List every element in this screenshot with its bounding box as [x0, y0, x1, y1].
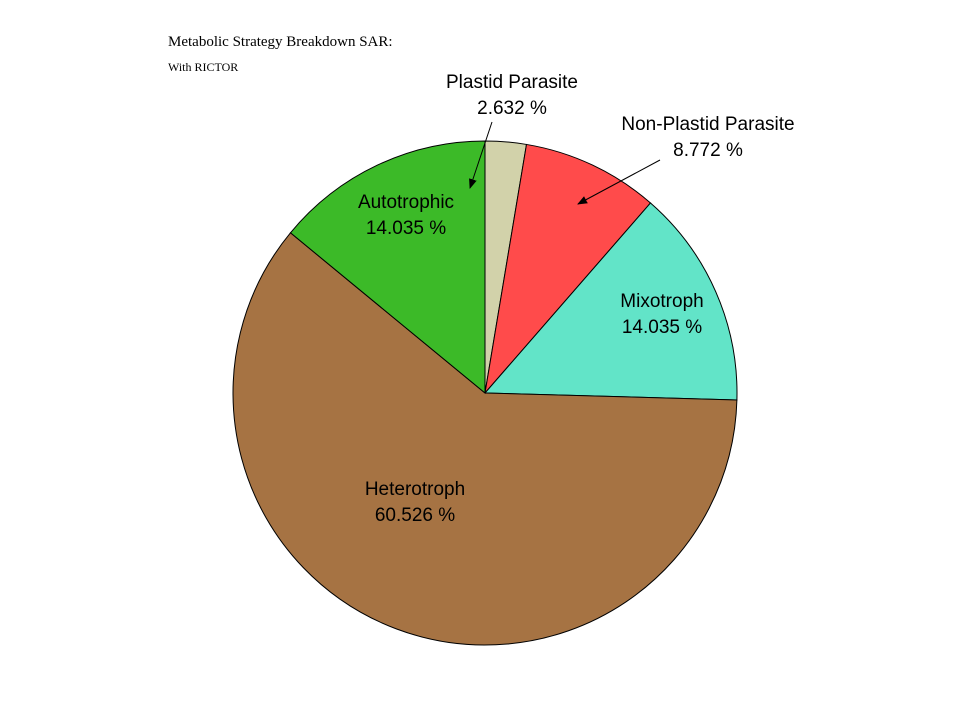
slice-label: Heterotroph	[365, 479, 465, 500]
slice-label: Non-Plastid Parasite	[621, 114, 794, 135]
slice-value-label: 8.772 %	[673, 140, 743, 161]
chart-subtitle: With RICTOR	[168, 60, 239, 74]
slice-value-label: 60.526 %	[375, 505, 455, 526]
slice-label: Mixotroph	[620, 291, 703, 312]
slice-label: Plastid Parasite	[446, 72, 578, 93]
slice-value-label: 2.632 %	[477, 98, 547, 119]
leader-arrow	[577, 159, 661, 205]
leader-arrow	[469, 121, 493, 189]
pie-slice-mixotroph	[483, 202, 738, 401]
chart-title: Metabolic Strategy Breakdown SAR:	[168, 34, 393, 50]
pie-slice-autotrophic	[289, 140, 486, 395]
slice-value-label: 14.035 %	[622, 317, 702, 338]
slice-value-label: 14.035 %	[366, 218, 446, 239]
pie-slice-non-plastid-parasite	[484, 143, 652, 395]
slice-label: Autotrophic	[358, 192, 454, 213]
pie-slice-heterotroph	[232, 232, 738, 646]
